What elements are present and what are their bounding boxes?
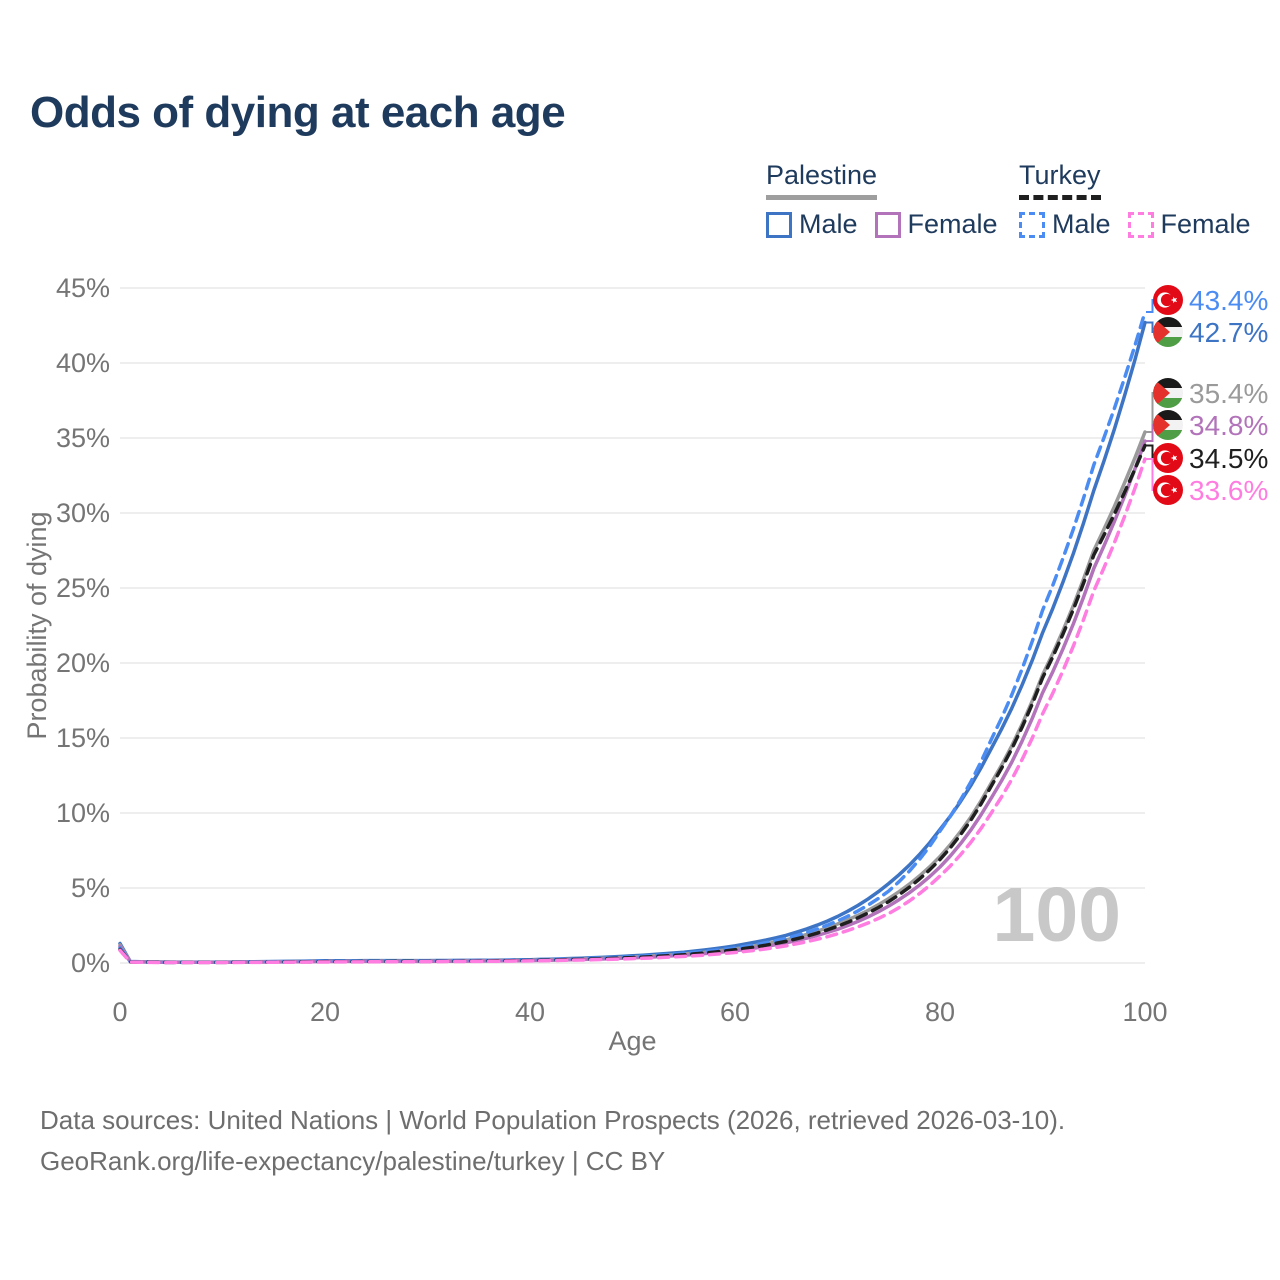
y-tick-label: 25%: [56, 573, 110, 603]
x-tick-label: 0: [112, 997, 127, 1027]
legend-item-palestine-male[interactable]: Male: [766, 209, 858, 240]
x-tick-label: 40: [515, 997, 545, 1027]
y-tick-label: 45%: [56, 273, 110, 303]
x-axis-title: Age: [608, 1026, 656, 1056]
end-value-label-palestine-male: 42.7%: [1189, 317, 1268, 348]
legend-checkbox-palestine-female[interactable]: [874, 211, 901, 238]
y-tick-label: 40%: [56, 348, 110, 378]
footer-attribution-link[interactable]: GeoRank.org/life-expectancy/palestine/tu…: [40, 1146, 666, 1176]
legend-country-turkey[interactable]: Turkey: [1019, 160, 1101, 200]
turkey-flag-icon: [1153, 443, 1183, 473]
y-tick-label: 15%: [56, 723, 110, 753]
x-tick-label: 80: [925, 997, 955, 1027]
legend-checkbox-turkey-male[interactable]: [1019, 211, 1045, 238]
legend-item-palestine-female[interactable]: Female: [874, 209, 998, 240]
end-value-label-turkey-both: 34.5%: [1189, 443, 1268, 474]
series-line-turkey-female[interactable]: [118, 457, 1147, 965]
series-line-turkey-male[interactable]: [118, 310, 1147, 965]
y-tick-label: 10%: [56, 798, 110, 828]
footer-data-sources: Data sources: United Nations | World Pop…: [40, 1105, 1066, 1135]
legend-row-palestine: Male Female: [766, 209, 1015, 240]
x-tick-label: 20: [310, 997, 340, 1027]
legend-group-turkey: Turkey Male Female: [1019, 160, 1268, 240]
legend-label-turkey-male: Male: [1052, 209, 1111, 239]
age-watermark: 100: [993, 872, 1121, 958]
legend-label-palestine-female: Female: [907, 209, 998, 239]
turkey-flag-icon: [1153, 475, 1183, 505]
footer: Data sources: United Nations | World Pop…: [40, 1100, 1065, 1182]
palestine-flag-icon: [1153, 317, 1183, 347]
chart-title: Odds of dying at each age: [30, 88, 566, 137]
series-line-turkey-both[interactable]: [118, 443, 1147, 965]
y-tick-label: 5%: [71, 873, 110, 903]
series-line-palestine-female[interactable]: [118, 439, 1147, 965]
turkey-flag-icon: [1153, 285, 1183, 315]
legend-label-turkey-female: Female: [1160, 209, 1251, 239]
legend-country-palestine[interactable]: Palestine: [766, 160, 878, 200]
legend-label-palestine-male: Male: [799, 209, 858, 239]
x-tick-label: 100: [1122, 997, 1167, 1027]
legend-item-turkey-male[interactable]: Male: [1019, 209, 1111, 240]
series-line-palestine-both[interactable]: [118, 430, 1147, 965]
y-tick-label: 35%: [56, 423, 110, 453]
y-tick-label: 0%: [71, 948, 110, 978]
y-tick-label: 30%: [56, 498, 110, 528]
legend-item-turkey-female[interactable]: Female: [1127, 209, 1251, 240]
y-axis-title: Probability of dying: [22, 511, 52, 739]
end-value-label-palestine-both: 35.4%: [1189, 378, 1268, 409]
legend-checkbox-palestine-male[interactable]: [766, 211, 792, 238]
legend-row-turkey: Male Female: [1019, 209, 1268, 240]
legend-group-palestine: Palestine Male Female: [766, 160, 1015, 240]
legend-checkbox-turkey-female[interactable]: [1127, 211, 1154, 238]
y-tick-label: 20%: [56, 648, 110, 678]
end-value-label-palestine-female: 34.8%: [1189, 410, 1268, 441]
palestine-flag-icon: [1153, 378, 1183, 408]
palestine-flag-icon: [1153, 410, 1183, 440]
end-value-label-turkey-male: 43.4%: [1189, 285, 1268, 316]
end-value-label-turkey-female: 33.6%: [1189, 475, 1268, 506]
legend: Palestine Male Female Turkey Male: [0, 160, 1280, 240]
series-line-palestine-male[interactable]: [118, 320, 1147, 964]
x-tick-label: 60: [720, 997, 750, 1027]
